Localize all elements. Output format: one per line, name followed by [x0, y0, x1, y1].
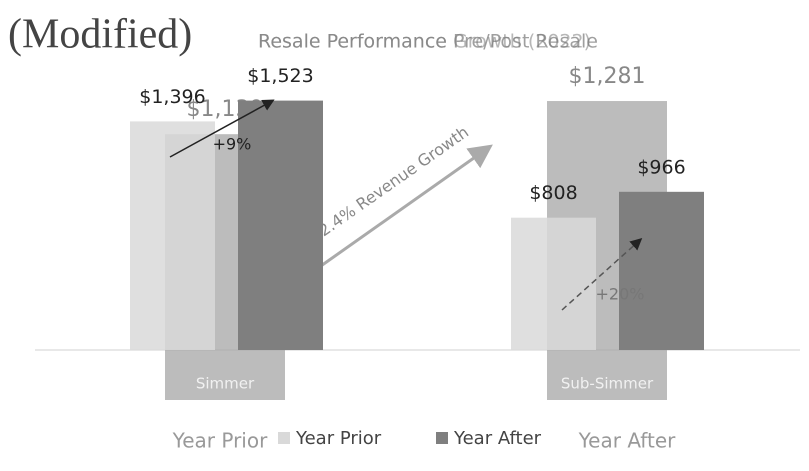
value-label: $1,523 [247, 65, 313, 87]
chart-title: Resale Performance Growth (2022) [258, 31, 591, 53]
value-label: $1,281 [569, 64, 646, 89]
annotation: +9% [213, 135, 252, 154]
value-label: $1,396 [139, 86, 205, 108]
legend-swatch [278, 432, 290, 444]
bar [511, 217, 596, 350]
x-tick-label: Simmer [196, 375, 255, 393]
bar [238, 100, 323, 350]
bar [130, 121, 215, 350]
value-label: $966 [637, 156, 685, 178]
legend-label: Year Prior [295, 428, 382, 449]
annotation: +20% [596, 285, 645, 304]
legend-label: Year After [453, 428, 542, 449]
chart-title: Resale Performance Pre/Post Resale [258, 31, 598, 53]
legend-swatch [436, 432, 448, 444]
arrow [169, 99, 275, 158]
x-tick-label: Sub-Simmer [561, 375, 654, 393]
x-tick-label: Year Prior [172, 429, 268, 453]
value-label: $808 [529, 182, 577, 204]
bar [619, 191, 704, 350]
heading: (Modified) [8, 12, 192, 58]
x-tick-label: Year After [578, 429, 677, 453]
arrow [317, 144, 493, 270]
arrow [561, 237, 643, 311]
